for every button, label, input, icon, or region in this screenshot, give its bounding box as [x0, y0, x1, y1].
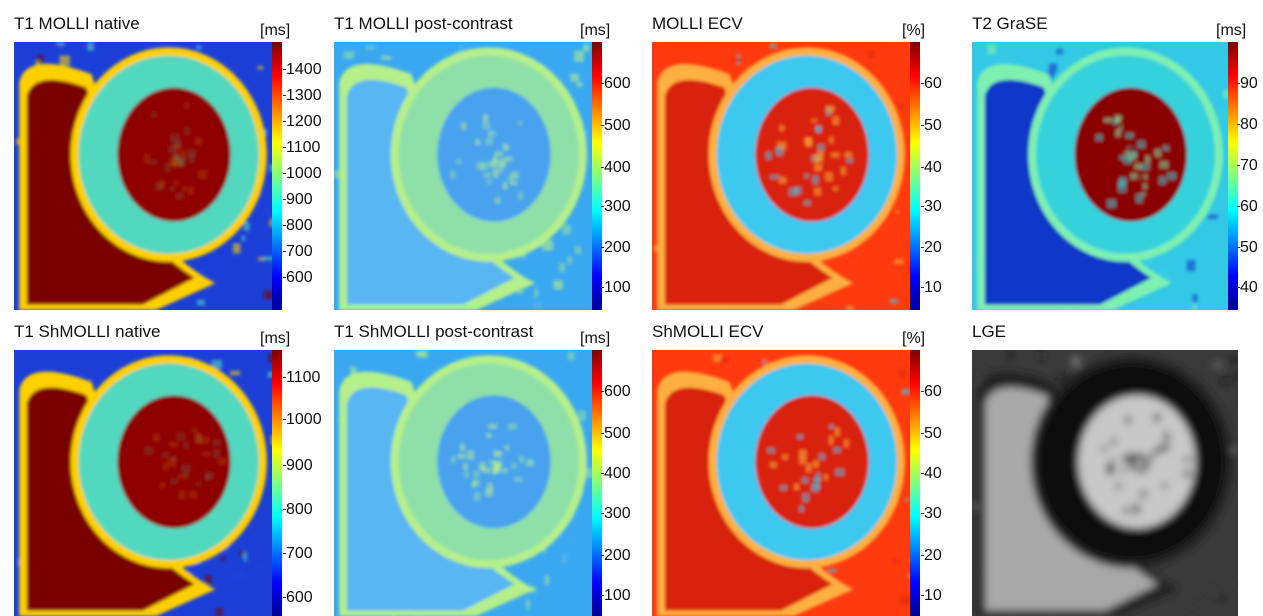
molli-ecv-map [652, 42, 910, 310]
colorbar-tick: 400 [601, 465, 631, 482]
unit-label: [ms] [580, 330, 611, 347]
panel-title: T1 ShMOLLI post-contrast [334, 322, 534, 341]
colorbar-tick: 300 [601, 505, 631, 522]
colorbar [592, 42, 602, 310]
colorbar-tick: 60 [1237, 198, 1258, 215]
colorbar-tick: 40 [921, 465, 942, 482]
colorbar-tick: 1000 [283, 165, 322, 182]
colorbar-tick: 70 [1237, 157, 1258, 174]
colorbar [910, 350, 920, 616]
colorbar-tick: 900 [283, 457, 313, 474]
colorbar-tick: 50 [921, 117, 942, 134]
colorbar-tick: 600 [601, 383, 631, 400]
unit-label: [%] [902, 22, 926, 39]
colorbar-tick: 1100 [282, 139, 321, 156]
colorbar-tick: 60 [921, 383, 942, 400]
colorbar-tick: 500 [601, 425, 631, 442]
panel-title: ShMOLLI ECV [652, 322, 764, 341]
colorbar-tick: 100 [601, 279, 631, 296]
colorbar-tick: 400 [601, 159, 631, 176]
colorbar-tick: 800 [283, 217, 313, 234]
panel-title: MOLLI ECV [652, 14, 743, 33]
lge-image [972, 350, 1238, 616]
colorbar-tick: 20 [921, 547, 942, 564]
panel-title: T1 MOLLI post-contrast [334, 14, 513, 33]
colorbar-tick: 1100 [282, 369, 321, 386]
colorbar-tick: 900 [283, 191, 313, 208]
colorbar-tick: 600 [283, 589, 313, 606]
unit-label: [ms] [260, 22, 291, 39]
colorbar-tick: 20 [921, 239, 942, 256]
t1-shmolli-post-map [334, 350, 592, 616]
colorbar [910, 42, 920, 310]
colorbar-tick: 200 [601, 239, 631, 256]
colorbar [272, 350, 282, 616]
colorbar-tick: 90 [1237, 75, 1258, 92]
colorbar-tick: 30 [921, 198, 942, 215]
colorbar-tick: 700 [283, 243, 313, 260]
colorbar-tick: 600 [601, 75, 631, 92]
unit-label: [%] [902, 330, 926, 347]
colorbar-tick: 40 [1237, 279, 1258, 296]
colorbar-tick: 10 [921, 587, 942, 604]
colorbar-tick: 800 [283, 501, 313, 518]
colorbar-tick: 50 [921, 425, 942, 442]
unit-label: [ms] [260, 330, 291, 347]
colorbar-tick: 60 [921, 75, 942, 92]
colorbar-tick: 1400 [283, 61, 322, 78]
t1-shmolli-native-map [14, 350, 272, 616]
t1-molli-native-map [14, 42, 272, 310]
colorbar-tick: 1000 [283, 411, 322, 428]
shmolli-ecv-map [652, 350, 910, 616]
unit-label: [ms] [1216, 22, 1247, 39]
panel-title: LGE [972, 322, 1007, 341]
colorbar [272, 42, 282, 310]
colorbar-tick: 40 [921, 159, 942, 176]
colorbar-tick: 1200 [283, 113, 322, 130]
colorbar-tick: 200 [601, 547, 631, 564]
colorbar-tick: 30 [921, 505, 942, 522]
colorbar [1228, 42, 1238, 310]
colorbar-tick: 1300 [283, 87, 322, 104]
panel-title: T1 ShMOLLI native [14, 322, 161, 341]
t2-grase-map [972, 42, 1228, 310]
panel-title: T2 GraSE [972, 14, 1048, 33]
colorbar [592, 350, 602, 616]
colorbar-tick: 300 [601, 198, 631, 215]
colorbar-tick: 80 [1237, 116, 1258, 133]
colorbar-tick: 50 [1237, 239, 1258, 256]
colorbar-tick: 600 [283, 269, 313, 286]
panel-title: T1 MOLLI native [14, 14, 140, 33]
t1-molli-post-map [334, 42, 592, 310]
colorbar-tick: 10 [921, 279, 942, 296]
colorbar-tick: 100 [601, 587, 631, 604]
unit-label: [ms] [580, 22, 611, 39]
colorbar-tick: 700 [283, 545, 313, 562]
colorbar-tick: 500 [601, 117, 631, 134]
